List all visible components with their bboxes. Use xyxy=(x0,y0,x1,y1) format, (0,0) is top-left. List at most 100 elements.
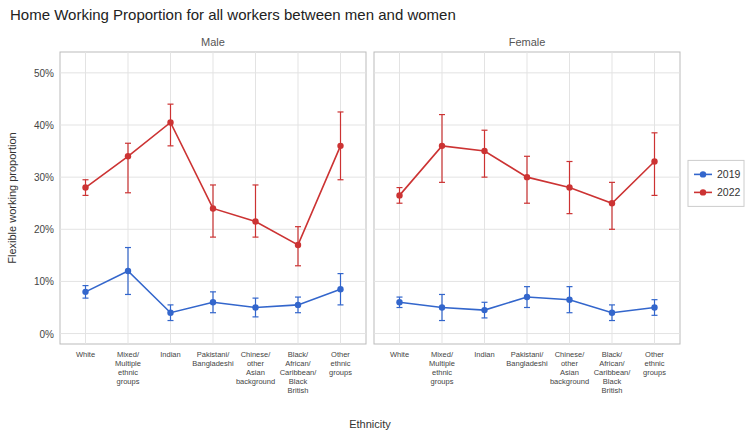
x-tick-label: Indian xyxy=(474,350,494,359)
point xyxy=(337,286,343,292)
x-tick-label-line: White xyxy=(390,350,409,359)
plot-frame xyxy=(60,52,366,344)
error-bar xyxy=(567,287,573,313)
y-tick-label: 0% xyxy=(40,329,55,340)
error-bar-cap xyxy=(652,315,658,316)
error-bar-stem xyxy=(255,185,256,237)
error-bar-cap xyxy=(609,304,615,305)
series-line xyxy=(86,122,341,245)
error-bar xyxy=(524,287,530,308)
error-bar-cap xyxy=(524,307,530,308)
x-tick-label-line: groups xyxy=(329,368,352,377)
point xyxy=(167,310,173,316)
error-bar xyxy=(652,300,658,316)
error-bar-cap xyxy=(83,285,89,286)
error-bar-cap xyxy=(567,286,573,287)
point xyxy=(82,184,88,190)
x-tick-label-line: African/ xyxy=(599,359,625,368)
x-tick-label-line: Mixed/ xyxy=(117,350,140,359)
x-tick-label-line: other xyxy=(247,359,265,368)
error-bar-cap xyxy=(168,320,174,321)
error-bar xyxy=(609,305,615,321)
point xyxy=(524,174,530,180)
x-tick-label-line: African/ xyxy=(285,359,311,368)
y-axis-label: Flexible working proportion xyxy=(6,132,18,263)
y-tick-label: 50% xyxy=(34,68,54,79)
error-bar xyxy=(397,297,403,307)
x-tick-label: Otherethnicgroups xyxy=(643,350,666,377)
x-tick-label-line: Other xyxy=(645,350,664,359)
point xyxy=(396,299,402,305)
point xyxy=(337,143,343,149)
error-bar xyxy=(652,133,658,196)
error-bar-cap xyxy=(338,179,344,180)
error-bar-cap xyxy=(609,182,615,183)
error-bar-cap xyxy=(524,286,530,287)
grid-line-x xyxy=(340,52,341,344)
legend-box xyxy=(688,160,744,206)
error-bar-cap xyxy=(168,304,174,305)
y-tick-label: 20% xyxy=(34,224,54,235)
plot-frame xyxy=(374,52,680,344)
error-bar-cap xyxy=(652,195,658,196)
point xyxy=(252,218,258,224)
error-bar xyxy=(397,188,403,204)
error-bar-cap xyxy=(567,312,573,313)
error-bar-cap xyxy=(83,195,89,196)
x-tick-label: Indian xyxy=(160,350,180,359)
chart-root: Home Working Proportion for all workers … xyxy=(0,0,750,434)
error-bar-cap xyxy=(253,237,259,238)
x-tick-label-line: British xyxy=(602,386,623,395)
x-tick-label-line: Pakistani/ xyxy=(197,350,230,359)
error-bar-cap xyxy=(524,203,530,204)
y-tick-label: 30% xyxy=(34,172,54,183)
error-bar-cap xyxy=(397,307,403,308)
error-bar-cap xyxy=(567,213,573,214)
point xyxy=(651,304,657,310)
error-bar-cap xyxy=(83,298,89,299)
error-bar-cap xyxy=(83,179,89,180)
error-bar-cap xyxy=(652,299,658,300)
error-bar xyxy=(125,248,131,295)
x-tick-label: White xyxy=(390,350,409,359)
x-tick-label-line: Black xyxy=(603,377,622,386)
error-bar-cap xyxy=(253,298,259,299)
point xyxy=(609,310,615,316)
x-tick-label: Chinese/otherAsianbackground xyxy=(550,350,589,386)
error-bar-cap xyxy=(482,177,488,178)
error-bar-cap xyxy=(482,302,488,303)
error-bar-cap xyxy=(439,114,445,115)
error-bar xyxy=(210,292,216,313)
error-bar-cap xyxy=(168,104,174,105)
error-bar xyxy=(125,143,131,193)
panel: 0%10%20%30%40%50%WhiteMixed/Multipleethn… xyxy=(34,36,366,395)
x-tick-label: Pakistani/Bangladeshi xyxy=(192,350,234,368)
error-bar xyxy=(83,286,89,299)
error-bar xyxy=(482,130,488,177)
error-bar xyxy=(253,185,259,237)
x-tick-label-line: ethnic xyxy=(330,359,350,368)
error-bar xyxy=(524,156,530,203)
point xyxy=(167,119,173,125)
error-bar-cap xyxy=(210,312,216,313)
error-bar-cap xyxy=(482,130,488,131)
error-bar-cap xyxy=(338,304,344,305)
x-tick-label-line: ethnic xyxy=(644,359,664,368)
series-line xyxy=(86,271,341,313)
error-bar xyxy=(439,115,445,183)
x-tick-label-line: other xyxy=(561,359,579,368)
error-bar-cap xyxy=(482,317,488,318)
error-bar-cap xyxy=(609,320,615,321)
point xyxy=(82,289,88,295)
error-bar-cap xyxy=(295,296,301,297)
point xyxy=(210,299,216,305)
x-tick-label-line: ethnic xyxy=(432,368,452,377)
point xyxy=(210,205,216,211)
x-tick-label: Black/African/Caribbean/BlackBritish xyxy=(594,350,632,395)
error-bar xyxy=(210,185,216,237)
error-bar-cap xyxy=(439,182,445,183)
x-tick-label-line: groups xyxy=(643,368,666,377)
x-tick-label-line: Asian xyxy=(246,368,265,377)
point xyxy=(439,304,445,310)
x-tick-label-line: Mixed/ xyxy=(431,350,454,359)
